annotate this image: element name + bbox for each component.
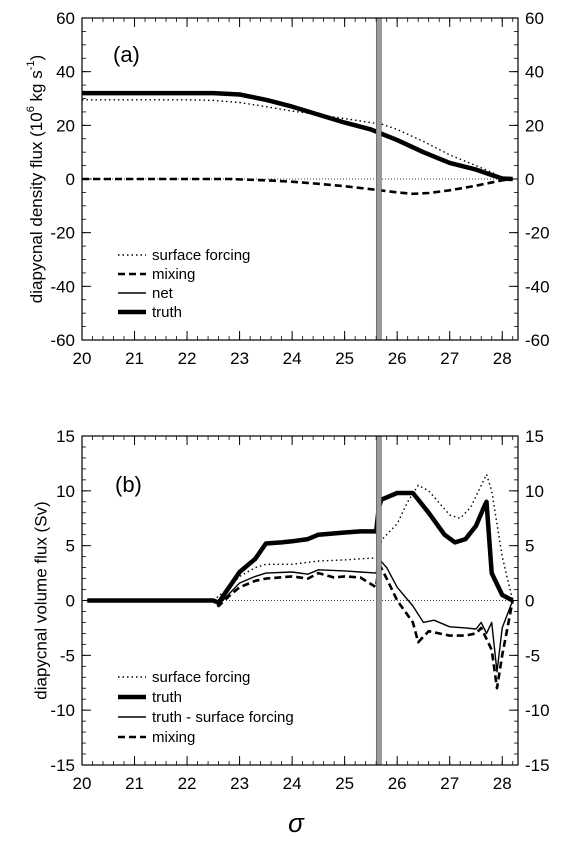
x-tick-label: 24 <box>283 774 302 793</box>
x-tick-label: 28 <box>493 349 512 368</box>
x-axis-label-sigma: σ <box>288 808 305 838</box>
y-tick-label-left: 0 <box>66 170 75 189</box>
y-tick-label-left: -40 <box>50 277 75 296</box>
y-tick-label-left: -10 <box>50 701 75 720</box>
x-tick-label: 25 <box>335 349 354 368</box>
panel-b-tick-labels: 20 21 22 23 24 25 26 27 28 -15 -15 -10 -10 -5 -5 0 0 5 5 10… <box>50 427 549 793</box>
panel-a-series <box>82 90 513 196</box>
panel-b-volume-flux: 20 21 22 23 24 25 26 27 28 -15 -15 -10 -10 -5 -5 0 0 5 5 10… <box>31 427 549 838</box>
panel-a-y-label-unit: kg s <box>27 70 46 106</box>
panel-b-vertical-marker <box>375 435 382 766</box>
panel-a-y-label-exp: 6 <box>25 106 37 112</box>
x-tick-label: 27 <box>440 349 459 368</box>
panel-a-y-label-main: diapycnal density flux (10 <box>27 112 46 303</box>
panel-a-ticks <box>81 17 518 341</box>
legend-a-truth: truth <box>152 304 182 321</box>
vertical-marker-bar <box>375 17 382 341</box>
panel-b-ticks <box>81 435 518 766</box>
y-tick-label-right: 15 <box>525 427 544 446</box>
y-tick-label-left: 15 <box>56 427 75 446</box>
x-tick-label: 20 <box>73 349 92 368</box>
y-tick-label-right: 20 <box>525 116 544 135</box>
panel-a-density-flux: 20 21 22 23 24 25 26 27 28 -60 -60 -40 -40 -20 -20 0 0 20… <box>25 9 550 368</box>
legend-b-mixing: mixing <box>152 729 195 746</box>
x-tick-label: 23 <box>230 349 249 368</box>
x-tick-label: 24 <box>283 349 302 368</box>
x-tick-label: 28 <box>493 774 512 793</box>
panel-a-legend: surface forcing mixing net truth <box>118 247 250 321</box>
y-tick-label-right: -10 <box>525 701 550 720</box>
x-tick-label: 21 <box>125 774 144 793</box>
panel-a-frame <box>81 17 519 341</box>
y-tick-label-left: -5 <box>60 646 75 665</box>
y-tick-label-left: 60 <box>56 9 75 28</box>
series-line-mixing <box>82 177 513 196</box>
y-tick-label-left: 10 <box>56 482 75 501</box>
y-tick-label-left: 20 <box>56 116 75 135</box>
y-tick-label-right: 10 <box>525 482 544 501</box>
x-tick-label: 22 <box>178 774 197 793</box>
legend-a-surface-forcing: surface forcing <box>152 247 250 264</box>
x-tick-label: 26 <box>388 774 407 793</box>
panel-a-y-label-close: ) <box>27 55 46 61</box>
legend-b-surface-forcing: surface forcing <box>152 669 250 686</box>
y-tick-label-left: 40 <box>56 63 75 82</box>
x-tick-label: 22 <box>178 349 197 368</box>
panel-b-series <box>87 473 514 690</box>
legend-b-truth-minus-surface-forcing: truth - surface forcing <box>152 709 294 726</box>
legend-a-mixing: mixing <box>152 266 195 283</box>
x-tick-label: 20 <box>73 774 92 793</box>
series-line-surface-forcing <box>82 99 513 180</box>
y-tick-label-left: -15 <box>50 756 75 775</box>
y-tick-label-right: -60 <box>525 331 550 350</box>
y-tick-label-right: -20 <box>525 224 550 243</box>
legend-b-truth: truth <box>152 689 182 706</box>
x-tick-label: 21 <box>125 349 144 368</box>
x-tick-label: 23 <box>230 774 249 793</box>
series-line-truth <box>82 90 513 182</box>
panel-a-tick-labels: 20 21 22 23 24 25 26 27 28 -60 -60 -40 -40 -20 -20 0 0 20… <box>50 9 549 368</box>
y-tick-label-left: 0 <box>66 592 75 611</box>
x-tick-label: 25 <box>335 774 354 793</box>
y-tick-label-right: 0 <box>525 170 534 189</box>
y-tick-label-left: 5 <box>66 537 75 556</box>
y-tick-label-right: -40 <box>525 277 550 296</box>
panel-b-y-axis-label: diapycnal volume flux (Sv) <box>31 501 50 699</box>
y-tick-label-right: 0 <box>525 592 534 611</box>
panel-a-y-axis-label: diapycnal density flux (106 kg s-1) <box>25 55 47 303</box>
x-tick-label: 27 <box>440 774 459 793</box>
panel-a-vertical-marker <box>375 17 382 341</box>
series-line-truth-surface-forcing <box>87 558 514 673</box>
panel-a-y-label-exp2: -1 <box>25 60 37 70</box>
panel-b-label: (b) <box>115 472 142 497</box>
y-tick-label-right: 5 <box>525 537 534 556</box>
series-line-mixing <box>87 561 514 690</box>
x-tick-label: 26 <box>388 349 407 368</box>
y-tick-label-left: -20 <box>50 224 75 243</box>
y-tick-label-right: -15 <box>525 756 550 775</box>
series-line-truth <box>87 490 514 605</box>
y-tick-label-right: 40 <box>525 63 544 82</box>
y-tick-label-right: 60 <box>525 9 544 28</box>
y-tick-label-right: -5 <box>525 646 540 665</box>
panel-b-legend: surface forcing truth truth - surface fo… <box>118 669 294 746</box>
y-tick-label-left: -60 <box>50 331 75 350</box>
vertical-marker-bar <box>375 435 382 766</box>
panel-a-label: (a) <box>113 42 140 67</box>
legend-a-net: net <box>152 285 174 302</box>
